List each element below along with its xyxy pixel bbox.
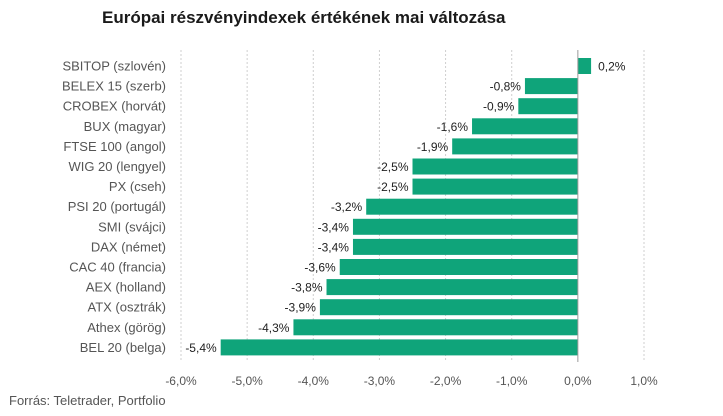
category-label: BEL 20 (belga) [80,340,166,355]
category-label: DAX (német) [91,239,166,254]
category-label: AEX (holland) [86,280,166,295]
source-note: Forrás: Teletrader, Portfolio [9,393,166,408]
bar [412,158,578,175]
data-label: -3,2% [331,200,363,214]
data-label: -3,9% [285,301,317,315]
x-tick-label: -2,0% [430,374,462,388]
data-label: -3,4% [318,220,350,234]
category-label: FTSE 100 (angol) [63,139,166,154]
x-tick-label: -6,0% [165,374,197,388]
data-label: -4,3% [258,321,290,335]
category-labels: SBITOP (szlovén) BELEX 15 (szerb) CROBEX (… [62,59,166,355]
data-label: -1,9% [417,140,449,154]
bar [339,259,578,275]
bar [352,218,578,235]
category-label: BELEX 15 (szerb) [62,79,166,94]
x-tick-label: 1,0% [630,374,658,388]
category-label: SMI (svájci) [98,219,166,234]
bar [319,299,578,316]
category-label: WIG 20 (lengyel) [68,159,166,174]
bar [412,178,578,195]
x-tick-label: -4,0% [298,374,330,388]
bar [518,98,578,115]
bars [220,58,592,356]
category-label: Athex (görög) [87,320,166,335]
category-label: ATX (osztrák) [88,300,167,315]
data-label: -2,5% [377,160,409,174]
bar [352,238,578,255]
category-label: CROBEX (horvát) [63,99,166,114]
data-label: -5,4% [185,341,217,355]
data-label: -3,6% [304,261,336,275]
x-tick-label: -1,0% [496,374,528,388]
bar [472,118,578,135]
x-tick-label: -3,0% [364,374,396,388]
bar [366,198,578,215]
x-tick-label: 0,0% [564,374,592,388]
data-label: 0,2% [598,60,626,74]
category-label: CAC 40 (francia) [69,260,166,275]
data-label: -2,5% [377,180,409,194]
data-label: -1,6% [437,120,469,134]
bar [326,279,578,296]
bar [577,58,592,74]
x-axis-tick-labels: -6,0% -5,0% -4,0% -3,0% -2,0% -1,0% 0,0% 1,0% [165,374,658,388]
bar [293,319,578,336]
bar [220,339,578,356]
x-tick-label: -5,0% [231,374,263,388]
bar [524,78,578,95]
category-label: PSI 20 (portugál) [68,199,166,214]
data-label: -0,9% [483,100,515,114]
data-label: -3,8% [291,281,323,295]
bar [452,138,578,155]
chart-title: Európai részvényindexek értékének mai vá… [102,8,506,27]
category-label: PX (cseh) [109,179,166,194]
category-label: BUX (magyar) [84,119,166,134]
value-labels: 0,2% -0,8% -0,9% -1,6% -1,9% -2,5% -2,5% -3,2% -… [185,60,625,355]
data-label: -3,4% [318,240,350,254]
category-label: SBITOP (szlovén) [62,59,166,74]
data-label: -0,8% [490,80,522,94]
